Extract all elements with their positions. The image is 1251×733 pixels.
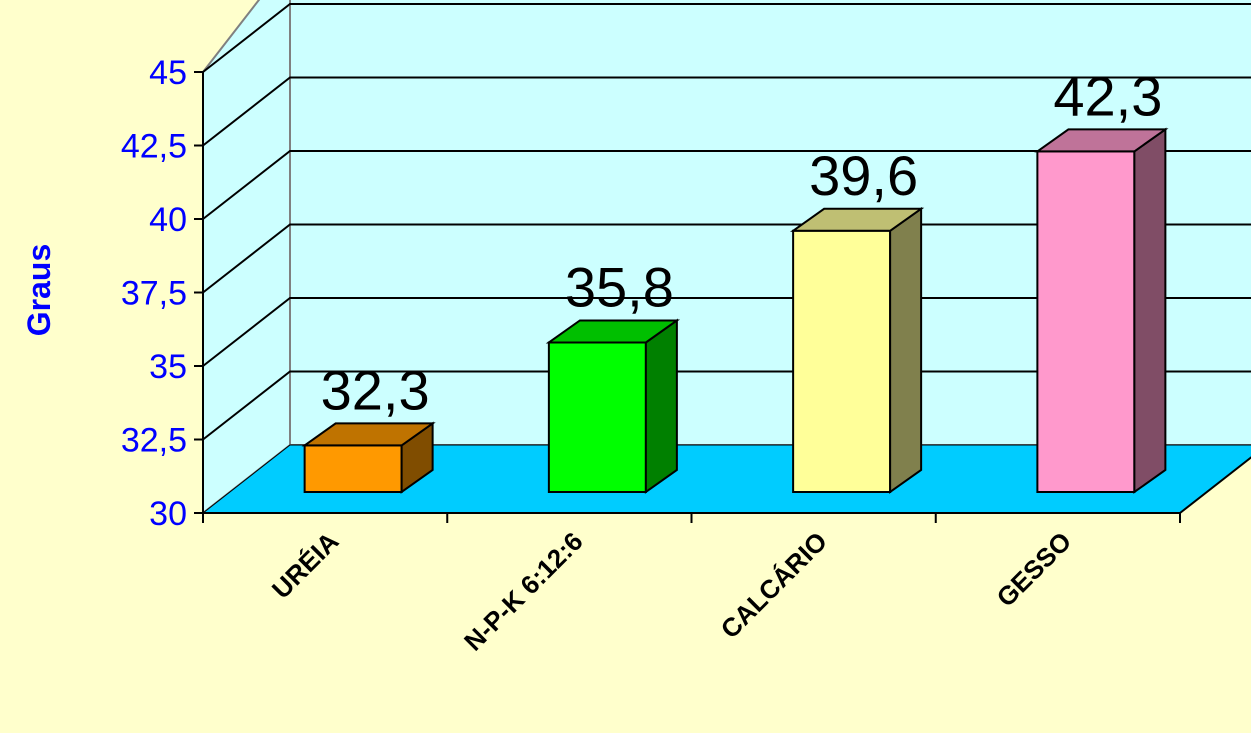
y-tick-label: 37,5 xyxy=(121,275,187,313)
bar-front xyxy=(1036,150,1136,493)
data-label: 39,6 xyxy=(809,144,918,207)
axes xyxy=(194,71,1181,523)
x-tick-label: URÉIA xyxy=(266,526,345,605)
y-tick-label: 30 xyxy=(149,495,187,533)
bar xyxy=(545,318,681,494)
y-tick-label: 45 xyxy=(149,54,187,92)
y-axis-label: Graus xyxy=(21,244,57,336)
gridline xyxy=(202,223,1251,294)
bar-front xyxy=(303,444,403,494)
bar xyxy=(789,206,925,494)
data-label: 35,8 xyxy=(565,255,674,318)
gridline xyxy=(202,370,1251,441)
bar-top xyxy=(301,422,436,447)
x-tick-label: N-P-K 6:12:6 xyxy=(458,526,589,657)
bars xyxy=(301,127,1169,494)
y-tick-label: 35 xyxy=(149,348,187,386)
bar-front xyxy=(792,229,892,493)
data-labels: 32,3 35,8 39,6 42,3 xyxy=(321,64,1163,421)
x-tick-label: GESSO xyxy=(991,526,1078,613)
bar-side xyxy=(889,206,923,494)
bar-top xyxy=(1034,128,1169,153)
side-wall xyxy=(202,0,291,516)
bar-top xyxy=(545,319,681,344)
y-tick-label: 42,5 xyxy=(121,128,187,166)
bar xyxy=(301,421,436,494)
gridline xyxy=(202,3,1251,73)
bar-front xyxy=(547,341,647,494)
y-tick-label: 40 xyxy=(149,201,187,239)
x-tick-labels: URÉIA N-P-K 6:12:6 CALCÁRIO GESSO xyxy=(266,526,1077,657)
y-tick-label: 32,5 xyxy=(121,422,187,460)
x-tick-label: CALCÁRIO xyxy=(715,526,833,644)
bar-side xyxy=(644,318,678,494)
gridlines xyxy=(202,3,1251,441)
gridline xyxy=(202,150,1251,220)
data-label: 32,3 xyxy=(321,358,430,421)
bar-top xyxy=(789,207,925,232)
bar xyxy=(1034,127,1169,494)
y-tick-labels: 30 32,5 35 37,5 40 42,5 45 xyxy=(121,54,187,533)
bar-side xyxy=(1133,127,1167,494)
gridline xyxy=(202,76,1251,147)
gridline xyxy=(202,297,1251,367)
floor-edge xyxy=(1179,456,1251,514)
data-label: 42,3 xyxy=(1053,64,1162,127)
